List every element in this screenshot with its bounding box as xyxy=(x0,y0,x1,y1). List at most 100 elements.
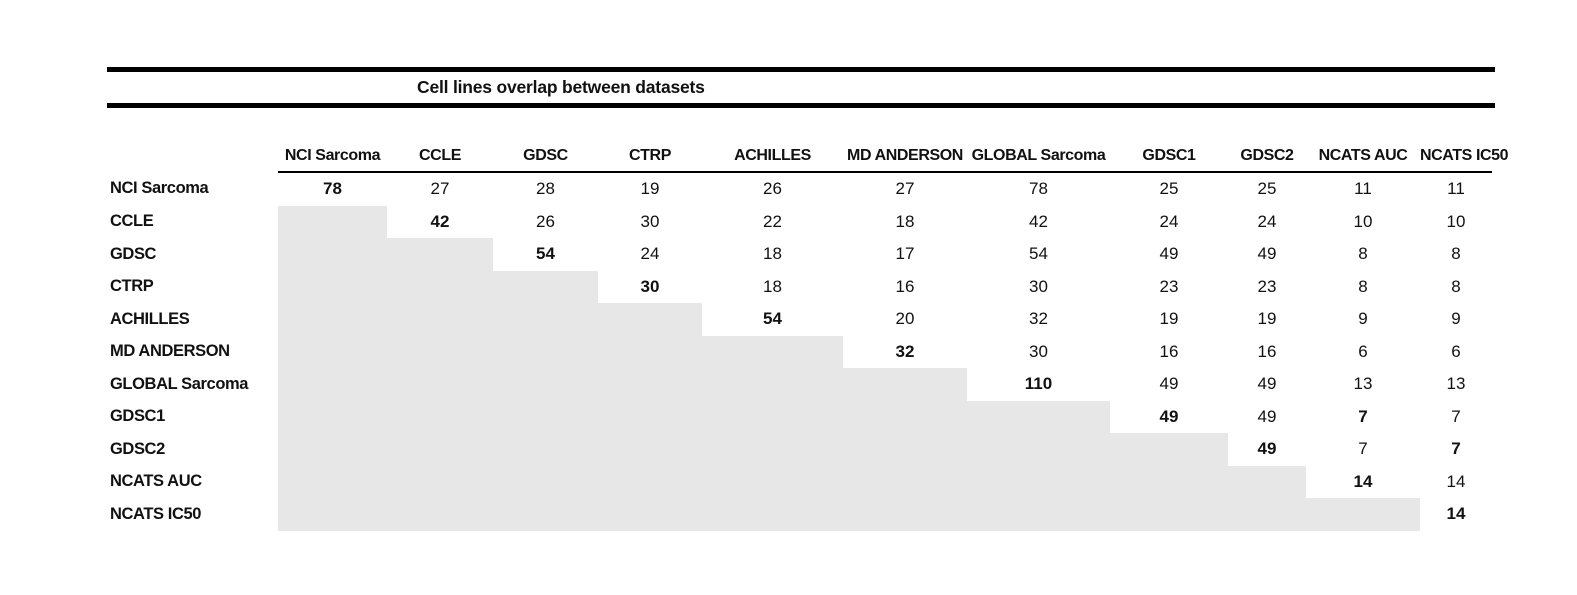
row-label: NCI Sarcoma xyxy=(110,179,209,198)
overlap-value-cell: 7 xyxy=(1451,406,1461,426)
overlap-value-cell: 7 xyxy=(1451,439,1461,459)
shaded-cell xyxy=(493,498,598,531)
overlap-value-cell: 30 xyxy=(1029,276,1048,296)
shaded-cell xyxy=(387,433,493,466)
overlap-value-cell: 26 xyxy=(763,179,782,199)
overlap-value-cell: 11 xyxy=(1354,179,1372,199)
shaded-cell xyxy=(387,270,493,303)
table-row: CTRP 30 18 16 30 23 23 8 8 xyxy=(107,270,1492,303)
overlap-value-cell: 49 xyxy=(1159,406,1179,426)
overlap-value-cell: 10 xyxy=(1446,211,1466,231)
row-label: GDSC2 xyxy=(110,439,165,458)
overlap-value-cell: 42 xyxy=(1029,211,1048,231)
overlap-matrix-table: NCI Sarcoma CCLE GDSC CTRP ACHILLES MD ANDERS… xyxy=(107,140,1509,531)
column-header: CCLE xyxy=(387,140,493,173)
shaded-cell xyxy=(843,465,967,498)
overlap-value-cell: 27 xyxy=(430,179,450,199)
overlap-value-cell: 49 xyxy=(1257,244,1277,264)
overlap-value-cell: 19 xyxy=(1257,309,1277,329)
column-header: GDSC xyxy=(493,140,598,173)
table-head: NCI Sarcoma CCLE GDSC CTRP ACHILLES MD ANDERS… xyxy=(107,140,1509,173)
overlap-value-cell: 30 xyxy=(640,276,660,296)
shaded-cell xyxy=(387,498,493,531)
table-row: NCATS IC50 14 xyxy=(107,498,1492,531)
overlap-value-cell: 8 xyxy=(1358,276,1368,296)
shaded-cell xyxy=(278,498,387,531)
overlap-value-cell: 110 xyxy=(1024,374,1053,394)
shaded-cell xyxy=(278,368,387,401)
shaded-cell xyxy=(702,465,843,498)
column-header: NCATS IC50 xyxy=(1420,140,1509,173)
table-row: NCATS AUC 14 14 xyxy=(107,465,1492,498)
overlap-value-cell: 24 xyxy=(640,244,660,264)
row-label: MD ANDERSON xyxy=(110,342,230,361)
header-row: NCI Sarcoma CCLE GDSC CTRP ACHILLES MD ANDERS… xyxy=(107,140,1509,173)
shaded-cell xyxy=(598,335,702,368)
overlap-value-cell: 49 xyxy=(1257,374,1277,394)
shaded-cell xyxy=(278,465,387,498)
shaded-cell xyxy=(278,335,387,368)
shaded-cell xyxy=(493,368,598,401)
overlap-value-cell: 8 xyxy=(1451,244,1461,264)
shaded-cell xyxy=(278,400,387,433)
shaded-cell xyxy=(843,368,967,401)
figure-title: Cell lines overlap between datasets xyxy=(417,77,705,97)
shaded-cell xyxy=(702,400,843,433)
overlap-value-cell: 20 xyxy=(895,309,915,329)
column-header: GDSC2 xyxy=(1228,140,1306,173)
overlap-value-cell: 19 xyxy=(1159,309,1179,329)
shaded-cell xyxy=(702,368,843,401)
shaded-cell xyxy=(1110,465,1228,498)
overlap-value-cell: 54 xyxy=(536,244,555,264)
overlap-value-cell: 14 xyxy=(1353,471,1373,491)
shaded-cell xyxy=(598,400,702,433)
overlap-value-cell: 18 xyxy=(763,276,782,296)
column-header: GLOBAL Sarcoma xyxy=(967,140,1110,173)
overlap-value-cell: 32 xyxy=(1029,309,1048,329)
overlap-value-cell: 49 xyxy=(1257,406,1277,426)
shaded-cell xyxy=(967,465,1110,498)
shaded-cell xyxy=(702,335,843,368)
overlap-value-cell: 25 xyxy=(1257,179,1277,199)
shaded-cell xyxy=(598,465,702,498)
shaded-cell xyxy=(702,433,843,466)
shaded-cell xyxy=(967,433,1110,466)
overlap-value-cell: 24 xyxy=(1159,211,1179,231)
overlap-value-cell: 19 xyxy=(640,179,660,199)
column-header: ACHILLES xyxy=(702,140,843,173)
table-row: MD ANDERSON 32 30 16 16 6 6 xyxy=(107,335,1492,368)
table-body: NCI Sarcoma 78 27 28 19 26 27 78 25 25 11 11 CCLE 42 2… xyxy=(107,172,1492,531)
overlap-value-cell: 6 xyxy=(1451,341,1461,361)
shaded-cell xyxy=(387,400,493,433)
overlap-value-cell: 22 xyxy=(763,211,782,231)
overlap-value-cell: 6 xyxy=(1358,341,1368,361)
row-label: GDSC1 xyxy=(110,407,165,426)
shaded-cell xyxy=(387,238,493,271)
shaded-cell xyxy=(493,433,598,466)
column-header: MD ANDERSON xyxy=(843,140,967,173)
shaded-cell xyxy=(843,498,967,531)
shaded-cell xyxy=(493,335,598,368)
overlap-value-cell: 23 xyxy=(1257,276,1277,296)
overlap-value-cell: 8 xyxy=(1451,276,1461,296)
column-header: GDSC1 xyxy=(1110,140,1228,173)
overlap-value-cell: 16 xyxy=(1159,341,1179,361)
shaded-cell xyxy=(702,498,843,531)
shaded-cell xyxy=(598,368,702,401)
overlap-value-cell: 30 xyxy=(1029,341,1048,361)
table-row: NCI Sarcoma 78 27 28 19 26 27 78 25 25 11 11 xyxy=(107,172,1492,206)
overlap-value-cell: 78 xyxy=(323,179,342,199)
overlap-value-cell: 16 xyxy=(1257,341,1277,361)
shaded-cell xyxy=(278,205,387,238)
shaded-cell xyxy=(843,400,967,433)
row-label: NCATS IC50 xyxy=(110,504,202,523)
shaded-cell xyxy=(598,433,702,466)
overlap-value-cell: 14 xyxy=(1446,504,1466,524)
shaded-cell xyxy=(1110,433,1228,466)
column-header: CTRP xyxy=(598,140,702,173)
overlap-value-cell: 11 xyxy=(1447,179,1465,199)
overlap-value-cell: 25 xyxy=(1159,179,1179,199)
shaded-cell xyxy=(278,433,387,466)
overlap-value-cell: 9 xyxy=(1451,309,1461,329)
overlap-value-cell: 28 xyxy=(536,179,555,199)
